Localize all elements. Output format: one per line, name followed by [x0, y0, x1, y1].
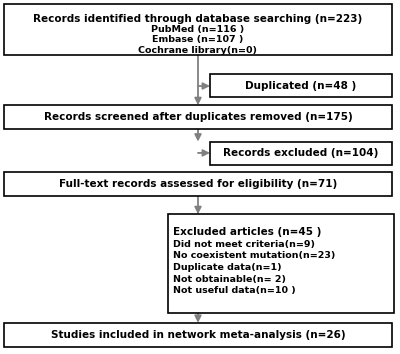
Text: Records excluded (n=104): Records excluded (n=104): [223, 148, 379, 158]
FancyBboxPatch shape: [4, 172, 392, 196]
Text: Embase (n=107 ): Embase (n=107 ): [152, 35, 244, 44]
Text: Records identified through database searching (n=223): Records identified through database sear…: [33, 13, 363, 24]
Text: No coexistent mutation(n=23): No coexistent mutation(n=23): [173, 251, 335, 261]
FancyBboxPatch shape: [168, 214, 394, 313]
FancyBboxPatch shape: [4, 323, 392, 347]
Text: Not obtainable(n= 2): Not obtainable(n= 2): [173, 275, 286, 284]
Text: Full-text records assessed for eligibility (n=71): Full-text records assessed for eligibili…: [59, 179, 337, 189]
Text: Excluded articles (n=45 ): Excluded articles (n=45 ): [173, 227, 321, 237]
Text: Records screened after duplicates removed (n=175): Records screened after duplicates remove…: [44, 112, 352, 122]
Text: PubMed (n=116 ): PubMed (n=116 ): [151, 25, 245, 34]
FancyBboxPatch shape: [210, 142, 392, 165]
Text: Duplicated (n=48 ): Duplicated (n=48 ): [245, 81, 357, 91]
Text: Cochrane library(n=0): Cochrane library(n=0): [138, 46, 258, 55]
FancyBboxPatch shape: [4, 105, 392, 129]
Text: Did not meet criteria(n=9): Did not meet criteria(n=9): [173, 240, 315, 249]
Text: Not useful data(n=10 ): Not useful data(n=10 ): [173, 286, 296, 296]
Text: Duplicate data(n=1): Duplicate data(n=1): [173, 263, 282, 272]
FancyBboxPatch shape: [210, 74, 392, 97]
FancyBboxPatch shape: [4, 4, 392, 55]
Text: Studies included in network meta-analysis (n=26): Studies included in network meta-analysi…: [51, 330, 345, 340]
